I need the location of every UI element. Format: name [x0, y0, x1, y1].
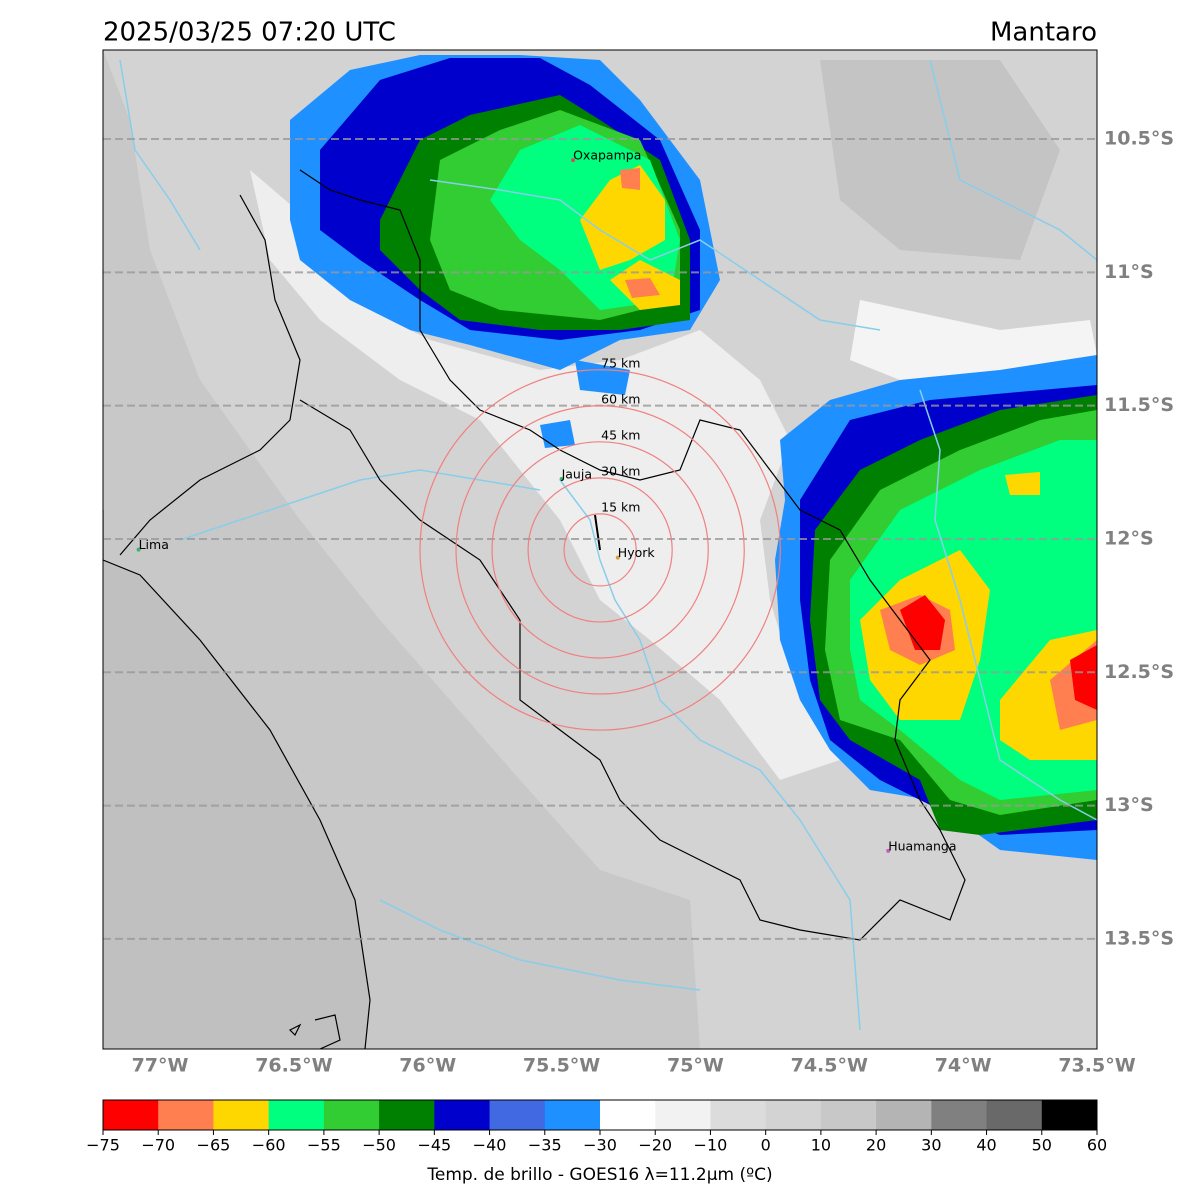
ticks-layer: 10.5°S 11°S 11.5°S 12°S 12.5°S 13°S 13.5°S 77°W… — [132, 128, 1174, 1077]
imagery-gray — [103, 50, 700, 1049]
place-marker — [136, 547, 141, 552]
imagery-gray — [820, 60, 1060, 260]
colorbar-segment — [876, 1100, 932, 1130]
colorbar-segment — [1041, 1100, 1098, 1130]
colorbar-segment — [489, 1100, 546, 1130]
colorbar-segment — [765, 1100, 822, 1130]
colorbar-tick-label: −20 — [638, 1136, 672, 1155]
place-label: Lima — [139, 537, 169, 552]
places-layer: Oxapampa Jauja Lima Hyork Huamanga — [136, 148, 957, 853]
lon-tick: 75.5°W — [523, 1055, 600, 1077]
place-label: Huamanga — [888, 838, 956, 853]
colorbar: −75 −70 −65 −60 −55 −50 −45 −40 −35 −30 −20 −10 0 10 2… — [86, 1099, 1107, 1155]
place-marker — [615, 555, 620, 560]
ring-label: 15 km — [601, 499, 640, 514]
lon-tick: 73.5°W — [1058, 1055, 1135, 1077]
lon-tick: 74°W — [935, 1055, 992, 1077]
colorbar-segment — [434, 1100, 491, 1130]
borders — [103, 169, 966, 1049]
colorbar-tick-label: −50 — [362, 1136, 396, 1155]
region: Mantaro — [990, 18, 1097, 48]
colorbar-tick-label: 50 — [1032, 1136, 1052, 1155]
colorbar-tick-label: 10 — [811, 1136, 831, 1155]
colorbar-tick-label: 40 — [976, 1136, 996, 1155]
imagery-light — [250, 170, 840, 780]
range-ring — [527, 477, 673, 623]
colorbar-label: Temp. de brillo - GOES16 λ=11.2μm (ºC) — [426, 1165, 772, 1185]
colorbar-segment — [710, 1100, 767, 1130]
colorbar-segment — [655, 1100, 711, 1130]
coastline — [103, 510, 371, 1049]
imagery-light — [850, 300, 1097, 380]
colorbar-tick-label: −35 — [528, 1136, 562, 1155]
range-ring — [455, 405, 745, 695]
colorbar-tick-label: −60 — [252, 1136, 286, 1155]
colorbar-segment — [544, 1100, 601, 1130]
storm-northwest — [290, 55, 720, 448]
colorbar-tick-label: 20 — [866, 1136, 886, 1155]
colorbar-tick-label: 30 — [921, 1136, 941, 1155]
colorbar-tick-label: −30 — [583, 1136, 617, 1155]
lon-tick: 77°W — [132, 1055, 189, 1077]
lat-tick: 13.5°S — [1104, 927, 1174, 949]
lon-tick: 76.5°W — [255, 1055, 332, 1077]
colorbar-tick-label: −70 — [141, 1136, 175, 1155]
colorbar-segment — [323, 1100, 380, 1130]
lat-tick: 11.5°S — [1104, 394, 1174, 416]
ring-label: 45 km — [601, 427, 640, 442]
map: 15 km 30 km 45 km 60 km 75 km Oxapampa Jauja L… — [103, 50, 1097, 1049]
grid-layer — [103, 138, 1097, 940]
colorbar-tick-label: −55 — [307, 1136, 341, 1155]
lat-tick: 11°S — [1104, 261, 1154, 283]
lat-tick: 13°S — [1104, 794, 1154, 816]
place-marker — [559, 476, 564, 481]
colorbar-segment — [158, 1100, 214, 1130]
colorbar-tick-label: −65 — [197, 1136, 231, 1155]
colorbar-segment — [213, 1100, 270, 1130]
colorbar-segment — [986, 1100, 1043, 1130]
colorbar-segment — [600, 1100, 656, 1130]
colorbar-segment — [931, 1100, 988, 1130]
rings-layer: 15 km 30 km 45 km 60 km 75 km — [419, 355, 781, 731]
azimuth-line — [594, 514, 601, 551]
lon-tick: 76°W — [399, 1055, 456, 1077]
colorbar-segment — [379, 1100, 435, 1130]
colorbar-tick-label: −75 — [86, 1136, 120, 1155]
storm-east — [775, 355, 1097, 860]
place-label: Jauja — [561, 466, 592, 481]
ring-label: 60 km — [601, 391, 640, 406]
colorbar-tick-label: −45 — [417, 1136, 451, 1155]
lat-tick: 12°S — [1104, 527, 1154, 549]
ring-label: 30 km — [601, 463, 640, 478]
colorbar-segment — [268, 1100, 325, 1130]
ocean — [103, 560, 370, 1049]
lat-tick: 12.5°S — [1104, 661, 1174, 683]
rivers — [119, 59, 1097, 1031]
place-label: Hyork — [618, 545, 656, 560]
colorbar-tick-label: −40 — [473, 1136, 507, 1155]
place-label: Oxapampa — [573, 148, 641, 163]
colorbar-segment — [820, 1100, 877, 1130]
map-frame — [102, 49, 1098, 1050]
lon-tick: 75°W — [667, 1055, 724, 1077]
colorbar-tick-label: 0 — [761, 1136, 771, 1155]
ring-label: 75 km — [601, 355, 640, 370]
range-ring — [419, 369, 781, 731]
place-marker — [886, 848, 891, 853]
colorbar-tick-label: −10 — [694, 1136, 728, 1155]
range-ring — [563, 513, 637, 587]
title: 2025/03/25 07:20 UTC — [103, 18, 396, 48]
lat-tick: 10.5°S — [1104, 128, 1174, 150]
colorbar-segment — [103, 1100, 159, 1130]
place-marker — [571, 158, 576, 163]
colorbar-tick-label: 60 — [1087, 1136, 1107, 1155]
range-ring — [491, 441, 709, 659]
lon-tick: 74.5°W — [791, 1055, 868, 1077]
